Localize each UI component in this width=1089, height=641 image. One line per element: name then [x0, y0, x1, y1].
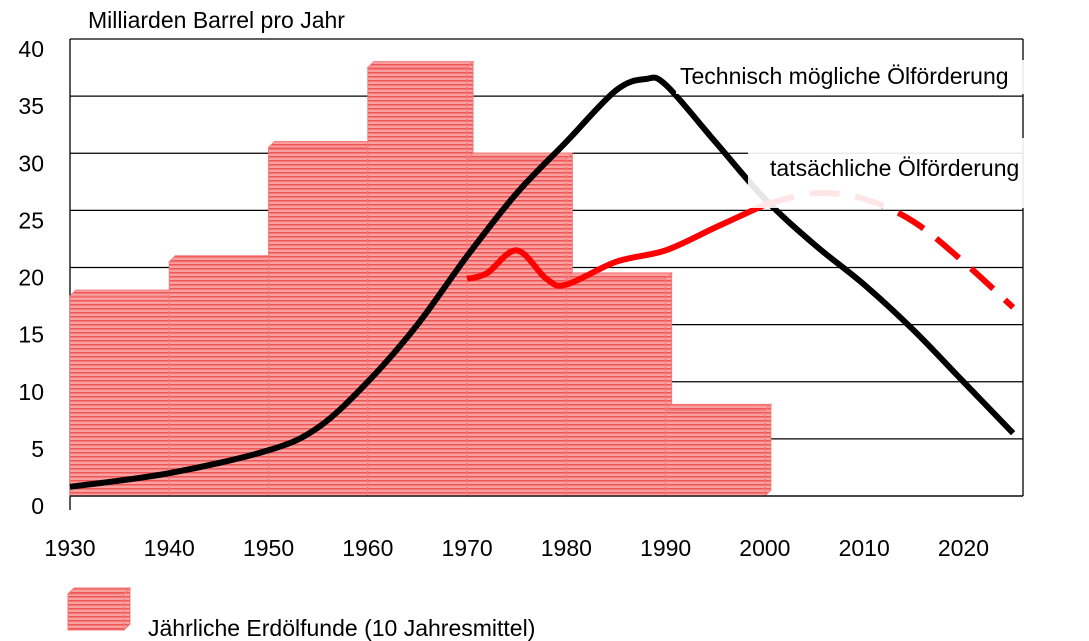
- line: [69, 74, 1016, 490]
- x-tick-label: 1990: [640, 535, 691, 561]
- legend-swatch: [66, 586, 132, 632]
- y-tick-label: 10: [18, 379, 44, 405]
- y-tick-label: 40: [18, 36, 44, 62]
- y-tick-label: 0: [31, 493, 44, 519]
- bar-top: [267, 141, 376, 149]
- y-tick-label: 35: [18, 93, 44, 119]
- x-tick-label: 1970: [441, 535, 492, 561]
- legend-swatch-side: [123, 586, 131, 632]
- bar-top: [366, 61, 475, 69]
- bar-front: [69, 295, 170, 497]
- x-tick-label: 1960: [342, 535, 393, 561]
- bar: [565, 271, 673, 498]
- bar: [465, 151, 574, 498]
- bar-front: [268, 147, 369, 497]
- bar-front: [466, 158, 567, 497]
- x-tick-label: 2000: [739, 535, 790, 561]
- y-tick-label: 5: [31, 436, 44, 462]
- y-tick-label: 15: [18, 322, 44, 348]
- bar-top: [664, 403, 773, 411]
- y-tick-label: 20: [18, 265, 44, 291]
- x-tick-label: 2020: [938, 535, 989, 561]
- y-tick-label: 30: [18, 150, 44, 176]
- legend-label: Jährliche Erdölfunde (10 Jahresmittel): [148, 615, 535, 641]
- x-tick-label: 1950: [243, 535, 294, 561]
- annotation-bg: [748, 138, 1078, 208]
- x-tick-label: 1940: [144, 535, 195, 561]
- bar-top: [168, 255, 276, 263]
- x-tick-label: 1930: [44, 535, 95, 561]
- annotation-bg: [676, 60, 1066, 94]
- bar-top: [68, 289, 177, 297]
- bar: [366, 60, 475, 498]
- bar-front: [665, 409, 766, 497]
- y-tick-label: 25: [18, 207, 44, 233]
- legend-swatch-top: [66, 587, 132, 595]
- x-tick-label: 1980: [541, 535, 592, 561]
- line-label: Technisch mögliche Ölförderung: [680, 63, 1009, 89]
- line: [466, 201, 767, 289]
- y-axis-label: Milliarden Barrel pro Jahr: [88, 7, 345, 33]
- bar-front: [565, 278, 667, 497]
- legend-swatch-front: [67, 593, 125, 631]
- bar: [664, 403, 773, 498]
- bar-side: [764, 403, 772, 498]
- line-label: tatsächliche Ölförderung: [770, 155, 1019, 181]
- x-tick-label: 2010: [839, 535, 890, 561]
- bar: [68, 288, 177, 498]
